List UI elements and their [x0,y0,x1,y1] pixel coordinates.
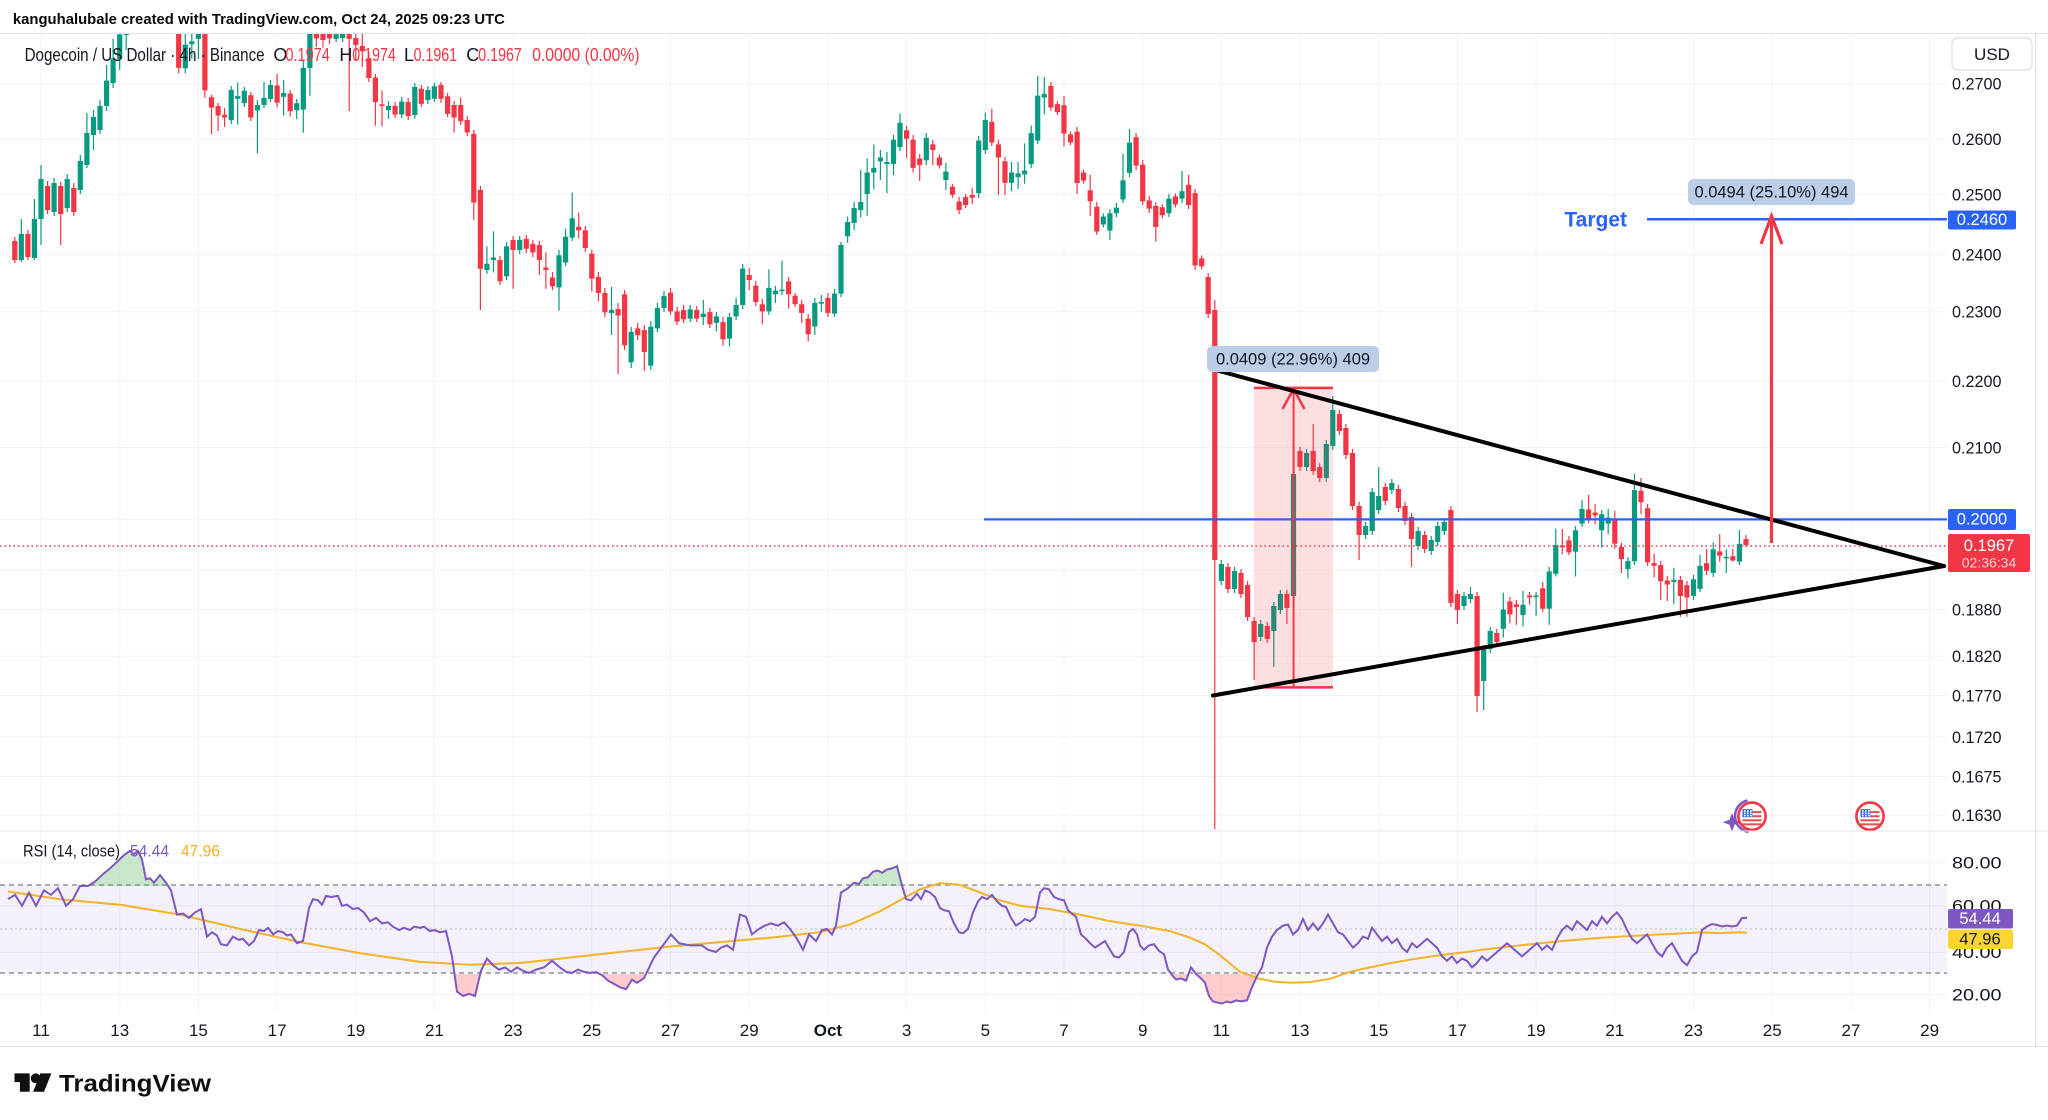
svg-text:11: 11 [32,1021,50,1040]
svg-text:0.2300: 0.2300 [1952,303,2002,322]
svg-text:21: 21 [425,1021,444,1040]
svg-text:0.2200: 0.2200 [1952,372,2002,391]
svg-text:23: 23 [1684,1021,1703,1040]
svg-text:13: 13 [1291,1021,1310,1040]
svg-text:0.1820: 0.1820 [1952,647,2002,666]
svg-text:15: 15 [1369,1021,1388,1040]
svg-text:0.0000 (0.00%): 0.0000 (0.00%) [532,45,639,65]
svg-text:47.96: 47.96 [1959,931,2000,949]
svg-text:29: 29 [1920,1021,1939,1040]
svg-text:USD: USD [1974,45,2010,64]
svg-text:0.0409 (22.96%) 409: 0.0409 (22.96%) 409 [1216,351,1370,369]
svg-text:0.2400: 0.2400 [1952,246,2002,265]
svg-text:0.1880: 0.1880 [1952,600,2002,619]
svg-text:27: 27 [661,1021,680,1040]
svg-text:29: 29 [740,1021,759,1040]
svg-text:0.1967: 0.1967 [1964,537,2014,555]
svg-text:13: 13 [110,1021,129,1040]
svg-text:0.1770: 0.1770 [1952,686,2002,705]
svg-text:54.44: 54.44 [130,843,169,861]
svg-text:0.1967: 0.1967 [478,45,522,65]
svg-text:5: 5 [981,1021,990,1040]
svg-text:Dogecoin / US Dollar · 4h · Bi: Dogecoin / US Dollar · 4h · Binance [25,45,265,65]
svg-text:O: O [273,45,287,65]
svg-text:Target: Target [1564,209,1627,232]
svg-text:27: 27 [1841,1021,1860,1040]
svg-text:0.0494 (25.10%) 494: 0.0494 (25.10%) 494 [1694,184,1848,202]
svg-text:9: 9 [1138,1021,1147,1040]
svg-text:17: 17 [268,1021,287,1040]
svg-text:0.1974: 0.1974 [285,45,330,65]
svg-text:17: 17 [1448,1021,1467,1040]
svg-text:15: 15 [189,1021,208,1040]
svg-text:0.2100: 0.2100 [1952,438,2002,457]
svg-text:25: 25 [582,1021,601,1040]
svg-text:19: 19 [1527,1021,1546,1040]
svg-text:21: 21 [1605,1021,1624,1040]
svg-text:0.1961: 0.1961 [414,45,458,65]
svg-text:11: 11 [1212,1021,1230,1040]
svg-text:20.00: 20.00 [1952,985,2002,1004]
svg-text:0.1720: 0.1720 [1952,728,2002,747]
svg-text:0.2600: 0.2600 [1952,130,2002,149]
svg-text:C: C [466,45,479,65]
svg-text:RSI (14, close): RSI (14, close) [23,843,120,861]
svg-text:0.2500: 0.2500 [1952,186,2002,205]
svg-text:0.1974: 0.1974 [352,45,396,65]
svg-text:H: H [339,45,352,65]
svg-text:0.2700: 0.2700 [1952,75,2002,94]
svg-text:0.2000: 0.2000 [1957,511,2007,529]
svg-text:0.2460: 0.2460 [1957,211,2007,229]
svg-text:25: 25 [1763,1021,1782,1040]
svg-text:TradingView: TradingView [59,1071,212,1098]
svg-text:54.44: 54.44 [1959,910,2000,928]
svg-text:0.1630: 0.1630 [1952,806,2002,825]
svg-text:0.1675: 0.1675 [1952,767,2002,786]
svg-text:L: L [404,45,414,65]
svg-text:3: 3 [902,1021,911,1040]
svg-text:47.96: 47.96 [181,843,220,861]
svg-text:23: 23 [504,1021,523,1040]
svg-text:kanguhalubale created with Tra: kanguhalubale created with TradingView.c… [13,11,505,28]
svg-text:Oct: Oct [814,1021,843,1040]
svg-text:02:36:34: 02:36:34 [1962,555,2017,571]
svg-text:7: 7 [1059,1021,1068,1040]
svg-text:80.00: 80.00 [1952,854,2002,873]
svg-text:19: 19 [346,1021,365,1040]
